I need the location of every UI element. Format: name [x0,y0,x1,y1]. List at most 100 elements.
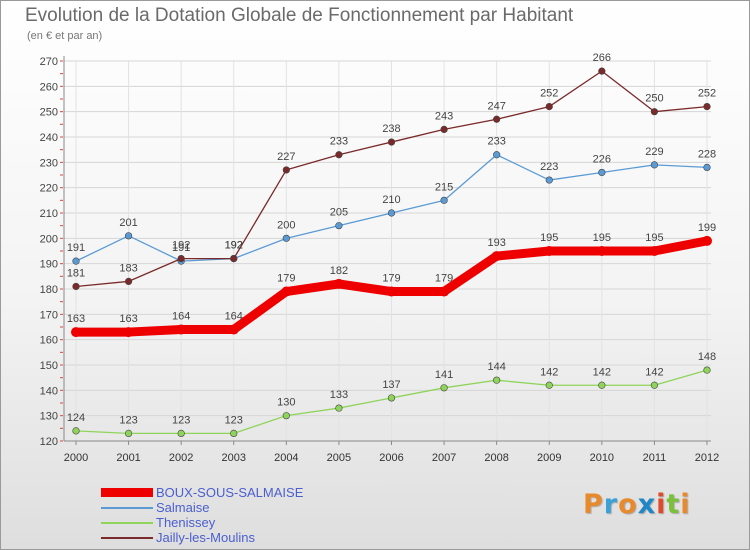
y-tick-label: 180 [40,284,58,296]
data-point [440,196,448,204]
data-label: 123 [172,414,190,426]
legend-label: Jailly-les-Moulins [156,530,255,545]
data-label: 164 [225,311,243,323]
data-point [230,255,238,263]
data-point [72,282,80,291]
data-point [493,376,501,384]
data-label: 192 [225,240,243,252]
data-point [230,429,238,438]
legend-label: Salmaise [156,500,210,515]
data-label: 142 [593,366,611,378]
y-tick-label: 240 [40,132,58,144]
logo-letter: i [656,489,667,520]
data-label: 228 [698,148,716,160]
y-tick-label: 270 [40,56,58,68]
data-point [440,384,448,392]
data-label: 223 [540,161,558,173]
data-point [176,324,187,335]
data-label: 192 [172,240,190,252]
data-label: 163 [67,313,85,325]
x-tick-label: 2003 [222,452,246,464]
data-label: 247 [487,100,505,112]
data-point [386,286,397,297]
data-label: 200 [277,219,295,231]
data-point [544,246,555,256]
legend-swatch [101,522,153,524]
data-point [440,125,448,133]
x-tick-label: 2007 [432,452,456,464]
data-point [335,151,343,159]
x-tick-label: 2008 [484,452,508,464]
x-tick-label: 2012 [695,452,719,464]
data-point [177,255,185,263]
data-label: 142 [540,366,558,378]
data-label: 252 [698,88,716,100]
data-point [281,286,292,297]
data-label: 205 [330,207,348,219]
data-label: 144 [487,361,505,373]
y-tick-label: 260 [40,81,58,93]
data-label: 210 [382,194,400,206]
data-point [124,232,133,240]
data-point [703,163,711,171]
logo-letter: P [583,489,604,520]
data-point [387,209,396,217]
data-label: 179 [382,273,400,285]
logo-letter: x [637,489,657,520]
data-point [545,381,553,389]
legend-label: BOUX-SOUS-SALMAISE [156,485,304,500]
logo-letter: o [618,489,638,520]
proxiti-logo: Proxiti [583,489,691,520]
data-label: 192 [225,240,243,252]
data-label: 137 [382,379,400,391]
data-label: 141 [435,369,453,381]
data-point [493,115,501,123]
y-tick-label: 140 [40,385,58,397]
data-label: 123 [225,414,243,426]
x-tick-label: 2005 [327,452,351,464]
data-point [596,246,607,256]
data-point [493,151,501,159]
data-point [124,429,133,438]
logo-letter: t [666,489,681,520]
data-point [545,176,553,184]
data-label: 201 [119,217,137,229]
chart-title: Evolution de la Dotation Globale de Fonc… [25,5,574,26]
data-point [282,234,290,242]
data-label: 266 [593,52,611,64]
data-point [650,108,659,116]
data-label: 191 [67,242,85,254]
data-point [333,278,344,289]
data-label: 124 [67,412,85,424]
data-label: 179 [277,273,295,285]
y-tick-label: 230 [40,157,58,169]
legend-label: Thenissey [156,515,216,530]
y-tick-label: 220 [40,183,58,195]
data-point [123,327,134,338]
data-point [282,166,290,174]
data-label: 181 [67,267,85,279]
data-point [72,427,80,435]
data-point [598,381,606,389]
data-point [71,327,81,338]
data-label: 142 [645,366,663,378]
data-point [545,102,553,111]
y-tick-label: 250 [40,107,58,119]
data-point [649,246,660,256]
data-point [491,251,502,262]
y-tick-label: 170 [40,309,58,321]
y-tick-label: 200 [40,233,58,245]
x-tick-label: 2010 [590,452,614,464]
data-label: 123 [119,414,137,426]
y-tick-label: 190 [40,259,58,271]
x-tick-label: 2001 [116,452,140,464]
data-label: 164 [172,311,190,323]
data-label: 252 [540,88,558,100]
data-point [598,168,606,177]
legend-swatch [101,488,153,497]
data-label: 243 [435,110,453,122]
data-label: 163 [119,313,137,325]
x-tick-label: 2000 [64,452,88,464]
y-tick-label: 210 [40,208,58,220]
